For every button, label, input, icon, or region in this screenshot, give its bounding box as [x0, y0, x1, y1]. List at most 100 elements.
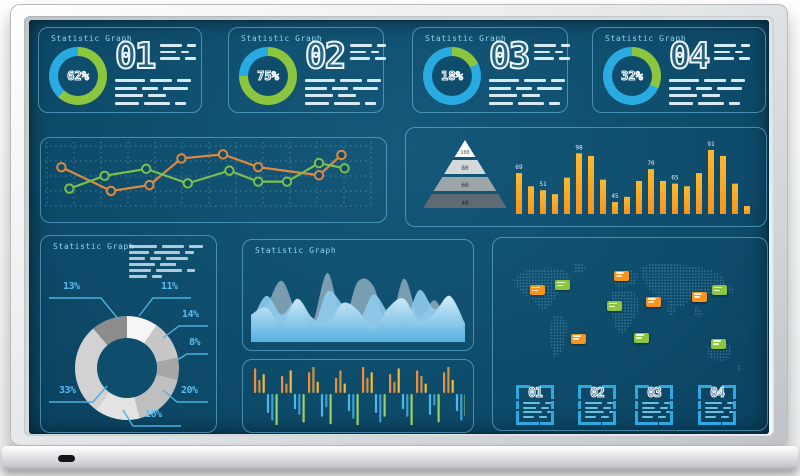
donut-percent-label: 32%	[621, 68, 644, 83]
text-line	[702, 94, 720, 98]
text-line	[305, 86, 327, 90]
pin-line	[531, 289, 538, 292]
text-line	[187, 44, 197, 47]
down-bar	[266, 394, 270, 413]
pin-line	[615, 272, 624, 274]
down-bar	[401, 394, 405, 410]
data-point-green	[99, 170, 110, 182]
text-line	[353, 86, 378, 90]
donut-slice-label: 11%	[161, 281, 178, 292]
continent	[726, 284, 734, 295]
text-line-row	[129, 257, 208, 260]
text-line	[609, 411, 613, 413]
bar	[576, 153, 582, 214]
bar	[612, 202, 618, 214]
pyramid-level	[454, 140, 476, 157]
text-line	[523, 411, 542, 413]
pin-line	[531, 286, 540, 289]
bracket-corner	[659, 385, 673, 399]
text-line-row	[669, 94, 756, 98]
bracket-corner	[540, 385, 554, 399]
bar	[624, 196, 630, 214]
text-line	[154, 251, 180, 254]
area-chart-card: Statistic Graph	[242, 239, 474, 351]
text-line	[607, 402, 613, 404]
donut-hole	[97, 338, 157, 398]
text-line	[187, 269, 195, 272]
stat-side-lines	[714, 41, 755, 64]
text-line	[642, 406, 655, 409]
text-line-row	[160, 57, 201, 60]
number-box-02: 02	[578, 385, 616, 425]
text-line	[115, 94, 143, 98]
down-bar	[293, 394, 297, 410]
text-line	[714, 44, 737, 47]
down-bar	[464, 394, 465, 417]
text-line	[669, 101, 693, 105]
up-bar	[366, 377, 369, 393]
text-line	[601, 415, 609, 418]
bracket-corner	[698, 411, 712, 425]
text-line-row	[705, 402, 738, 404]
bracket-corner	[635, 385, 649, 399]
text-line	[518, 101, 544, 105]
mini-wrap	[251, 367, 465, 425]
stat-card-body: 01	[114, 37, 197, 109]
text-line	[129, 257, 145, 260]
text-line-row	[489, 86, 562, 90]
text-line	[705, 402, 722, 404]
text-line-row	[705, 406, 738, 409]
text-line	[739, 57, 751, 60]
map-pin	[691, 291, 707, 302]
bracket-dash	[592, 422, 601, 425]
data-point-orange	[56, 161, 67, 173]
text-line-row	[305, 94, 374, 98]
text-line	[666, 411, 670, 413]
down-bar	[374, 394, 378, 413]
up-bar	[389, 374, 392, 393]
map-pin	[710, 338, 726, 349]
down-bar	[356, 394, 359, 425]
text-line	[585, 406, 598, 409]
data-point-green	[253, 176, 264, 187]
up-bar	[370, 372, 373, 393]
bracket-dash	[530, 422, 539, 425]
donut-chart: 62%	[49, 47, 107, 105]
bar-value-label: 70	[647, 160, 655, 167]
pin-line	[648, 301, 655, 303]
box-text-lines	[585, 402, 618, 420]
text-line-row	[115, 101, 192, 105]
donut-chart: 18%	[423, 47, 481, 105]
text-line	[547, 411, 551, 413]
box-text-lines	[523, 402, 556, 420]
bracket-corner	[659, 411, 673, 425]
text-line	[717, 86, 742, 90]
text-line	[534, 50, 551, 53]
data-point-green	[313, 157, 325, 169]
up-bar	[316, 381, 319, 393]
line-chart-card	[40, 137, 387, 223]
pyramid-level-label: 40	[461, 200, 469, 207]
text-line	[375, 57, 387, 60]
data-point-green	[64, 183, 75, 194]
text-line	[561, 44, 571, 47]
stat-card-body: 03	[488, 37, 571, 109]
stat-card-04: Statistic Graph 32% 04	[592, 27, 766, 113]
bar	[744, 206, 750, 214]
text-line	[559, 57, 571, 60]
donut-slice-label: 14%	[182, 309, 199, 320]
up-bar	[335, 377, 338, 393]
data-point-green	[141, 163, 152, 175]
continent	[693, 306, 703, 318]
dashboard-board: Statistic Graph 62% 01 Statistic Graph 75% 02…	[29, 20, 769, 434]
up-bar	[397, 368, 400, 393]
text-line-row	[115, 79, 192, 83]
text-line	[539, 415, 547, 418]
down-bar	[455, 394, 459, 412]
text-line	[160, 263, 176, 266]
text-line-row	[705, 415, 738, 418]
text-line-row	[160, 44, 201, 47]
text-line	[522, 94, 540, 98]
data-point-orange	[217, 149, 229, 160]
